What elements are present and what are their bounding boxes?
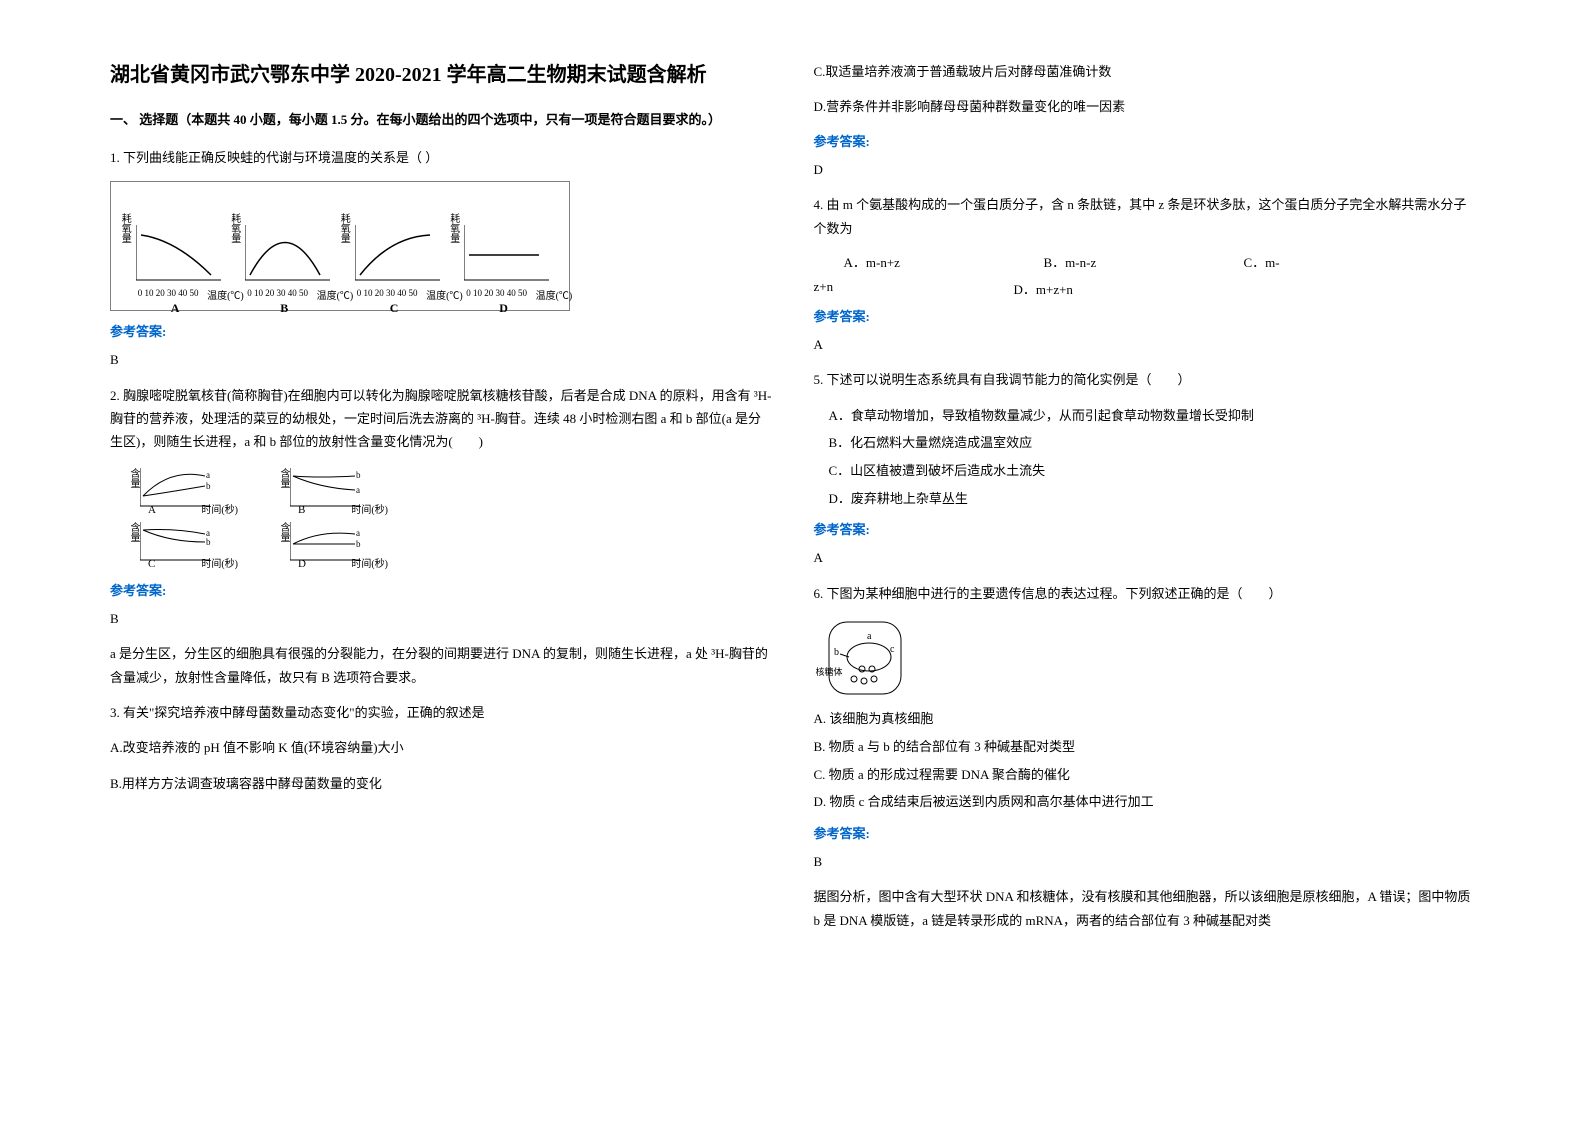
svg-text:b: b xyxy=(356,470,361,480)
right-column: C.取适量培养液滴于普通载玻片后对酵母菌准确计数 D.营养条件并非影响酵母母菌种… xyxy=(794,60,1498,1062)
sg-letter-d: D xyxy=(298,558,306,570)
svg-text:b: b xyxy=(206,537,211,547)
question-3: 3. 有关"探究培养液中酵母菌数量动态变化"的实验，正确的叙述是 xyxy=(110,701,774,724)
ticks: 0 10 20 30 40 50 xyxy=(138,288,199,298)
q5-opt-c: C．山区植被遭到破坏后造成水土流失 xyxy=(829,459,1478,484)
q4-options-row1: A．m-n+z B．m-n-z C．m- xyxy=(814,252,1478,271)
q3-opt-c: C.取适量培养液滴于普通载玻片后对酵母菌准确计数 xyxy=(814,60,1478,83)
q6-opt-a: A. 该细胞为真核细胞 xyxy=(814,707,1478,732)
answer-label: 参考答案: xyxy=(110,580,774,599)
q4-opt-d: D．m+z+n xyxy=(1014,279,1164,298)
graph-label-b: B xyxy=(280,301,288,316)
ribosome-label: 核糖体 xyxy=(816,665,843,678)
answer-label: 参考答案: xyxy=(814,131,1478,150)
svg-text:a: a xyxy=(206,470,210,480)
svg-text:b: b xyxy=(356,539,361,549)
graph-c: 耗 氧 量 0 10 20 30 40 50 温度(℃) C xyxy=(345,215,445,300)
small-graph-b: 含量 b a 时间(秒) B xyxy=(280,466,370,516)
graph-d: 耗 氧 量 0 10 20 30 40 50 温度(℃) D xyxy=(454,215,554,300)
graph-label-a: A xyxy=(171,301,180,316)
answer-label: 参考答案: xyxy=(814,306,1478,325)
q4-opt-b: B．m-n-z xyxy=(1044,252,1244,271)
ylabel: 耗 氧 量 xyxy=(231,215,241,245)
q6-opt-c: C. 物质 a 的形成过程需要 DNA 聚合酶的催化 xyxy=(814,763,1478,788)
graph-label-c: C xyxy=(390,301,399,316)
cell-diagram: a b c 核糖体 xyxy=(824,617,904,697)
answer-label: 参考答案: xyxy=(814,823,1478,842)
sg-letter-b: B xyxy=(298,504,305,516)
q2-answer: B xyxy=(110,607,774,630)
ticks: 0 10 20 30 40 50 xyxy=(357,288,418,298)
question-4: 4. 由 m 个氨基酸构成的一个蛋白质分子，含 n 条肽链，其中 z 条是环状多… xyxy=(814,193,1478,240)
q3-opt-b: B.用样方方法调查玻璃容器中酵母菌数量的变化 xyxy=(110,772,774,795)
q4-opt-a: A．m-n+z xyxy=(814,252,1044,271)
answer-label: 参考答案: xyxy=(110,321,774,340)
sg-letter-a: A xyxy=(148,504,156,516)
svg-text:b: b xyxy=(834,647,839,658)
sg-ylabel: 含量 xyxy=(276,522,291,542)
q4-answer: A xyxy=(814,333,1478,356)
sg-ylabel: 含量 xyxy=(126,522,141,542)
sg-ylabel: 含量 xyxy=(276,468,291,488)
q2-explanation: a 是分生区，分生区的细胞具有很强的分裂能力，在分裂的间期要进行 DNA 的复制… xyxy=(110,642,774,689)
q6-explanation: 据图分析，图中含有大型环状 DNA 和核糖体，没有核膜和其他细胞器，所以该细胞是… xyxy=(814,885,1478,932)
document-title: 湖北省黄冈市武穴鄂东中学 2020-2021 学年高二生物期末试题含解析 xyxy=(110,60,774,90)
ylabel: 耗 氧 量 xyxy=(450,215,460,245)
xlabel: 温度(℃) xyxy=(536,287,573,302)
q6-opt-d: D. 物质 c 合成结束后被运送到内质网和高尔基体中进行加工 xyxy=(814,790,1478,815)
small-graph-c: 含量 a b 时间(秒) C xyxy=(130,520,220,570)
graph-a: 耗 氧 量 0 10 20 30 40 50 温度(℃) A xyxy=(126,215,226,300)
q2-graphs: 含量 a b 时间(秒) A 含量 xyxy=(130,466,774,570)
section-header: 一、 选择题（本题共 40 小题，每小题 1.5 分。在每小题给出的四个选项中，… xyxy=(110,110,774,131)
q5-opt-d: D．废弃耕地上杂草丛生 xyxy=(829,487,1478,512)
small-graph-a: 含量 a b 时间(秒) A xyxy=(130,466,220,516)
svg-text:a: a xyxy=(356,485,360,495)
sg-xlabel: 时间(秒) xyxy=(351,555,388,570)
sg-xlabel: 时间(秒) xyxy=(201,555,238,570)
small-graph-d: 含量 a b 时间(秒) D xyxy=(280,520,370,570)
q3-opt-d: D.营养条件并非影响酵母母菌种群数量变化的唯一因素 xyxy=(814,95,1478,118)
q5-options: A．食草动物增加，导致植物数量减少，从而引起食草动物数量增长受抑制 B．化石燃料… xyxy=(814,404,1478,512)
q5-answer: A xyxy=(814,546,1478,569)
svg-text:b: b xyxy=(206,481,211,491)
q4-opt-c-prefix: C．m- xyxy=(1244,252,1364,271)
question-2: 2. 胸腺嘧啶脱氧核苷(简称胸苷)在细胞内可以转化为胸腺嘧啶脱氧核糖核苷酸，后者… xyxy=(110,384,774,454)
sg-xlabel: 时间(秒) xyxy=(201,501,238,516)
ylabel: 耗 氧 量 xyxy=(341,215,351,245)
q4-options-row2: z+n D．m+z+n xyxy=(814,279,1478,298)
answer-label: 参考答案: xyxy=(814,519,1478,538)
q3-answer: D xyxy=(814,158,1478,181)
q5-opt-b: B．化石燃料大量燃烧造成温室效应 xyxy=(829,431,1478,456)
graph-label-d: D xyxy=(499,301,508,316)
question-1: 1. 下列曲线能正确反映蛙的代谢与环境温度的关系是（ ） xyxy=(110,146,774,169)
graph-b: 耗 氧 量 0 10 20 30 40 50 温度(℃) B xyxy=(235,215,335,300)
question-6: 6. 下图为某种细胞中进行的主要遗传信息的表达过程。下列叙述正确的是（ ） xyxy=(814,582,1478,605)
q1-graphs: 耗 氧 量 0 10 20 30 40 50 温度(℃) A 耗 氧 量 0 1… xyxy=(110,181,570,311)
question-5: 5. 下述可以说明生态系统具有自我调节能力的简化实例是（ ） xyxy=(814,368,1478,391)
svg-text:c: c xyxy=(890,644,895,655)
q6-answer: B xyxy=(814,850,1478,873)
q6-opt-b: B. 物质 a 与 b 的结合部位有 3 种碱基配对类型 xyxy=(814,735,1478,760)
svg-text:a: a xyxy=(867,631,872,642)
sg-letter-c: C xyxy=(148,558,155,570)
q5-opt-a: A．食草动物增加，导致植物数量减少，从而引起食草动物数量增长受抑制 xyxy=(829,404,1478,429)
ylabel: 耗 氧 量 xyxy=(122,215,132,245)
ticks: 0 10 20 30 40 50 xyxy=(247,288,308,298)
sg-xlabel: 时间(秒) xyxy=(351,501,388,516)
q4-opt-c-suffix: z+n xyxy=(814,279,1014,298)
left-column: 湖北省黄冈市武穴鄂东中学 2020-2021 学年高二生物期末试题含解析 一、 … xyxy=(90,60,794,1062)
ticks: 0 10 20 30 40 50 xyxy=(466,288,527,298)
svg-text:a: a xyxy=(356,528,360,538)
q3-opt-a: A.改变培养液的 pH 值不影响 K 值(环境容纳量)大小 xyxy=(110,736,774,759)
sg-ylabel: 含量 xyxy=(126,468,141,488)
q1-answer: B xyxy=(110,348,774,371)
